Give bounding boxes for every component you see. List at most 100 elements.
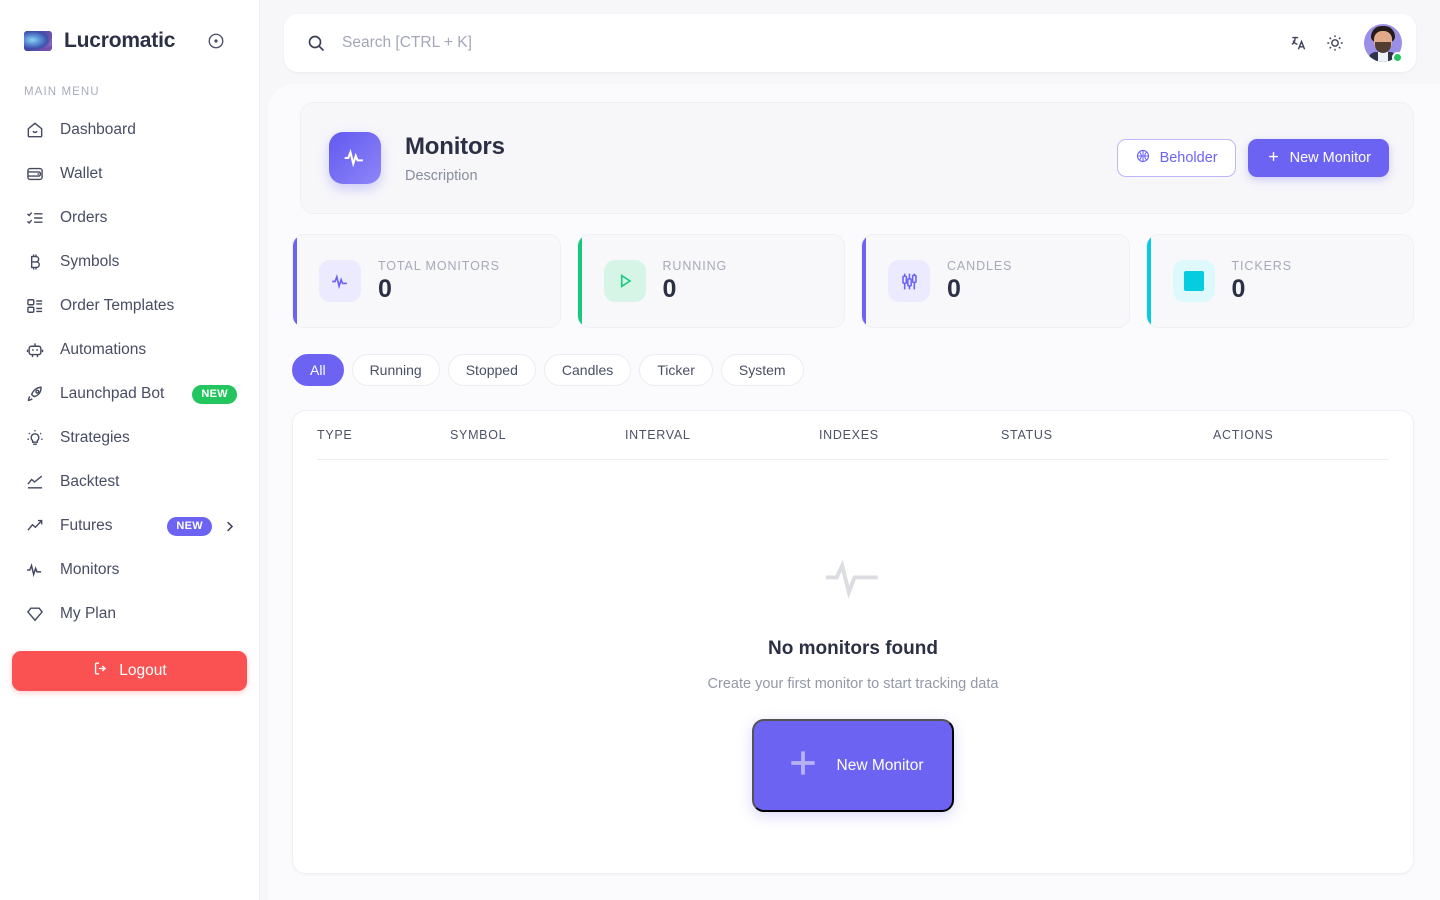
- pulse-icon: [24, 559, 46, 581]
- stat-card-candles: CANDLES 0: [861, 234, 1130, 328]
- stat-body: TICKERS 0: [1232, 259, 1292, 304]
- page-content: Monitors Description Beholder: [284, 102, 1416, 874]
- sidebar-item-label: Futures: [60, 517, 113, 534]
- sidebar-item-orders[interactable]: Orders: [14, 196, 245, 240]
- sidebar-item-label: My Plan: [60, 605, 116, 622]
- sidebar-item-automations[interactable]: Automations: [14, 328, 245, 372]
- lightbulb-icon: [24, 427, 46, 449]
- search-input[interactable]: [342, 34, 1278, 52]
- pulse-icon: [319, 260, 361, 302]
- layout-list-icon: [24, 295, 46, 317]
- page-actions: Beholder New Monitor: [1116, 139, 1389, 177]
- stat-card-running: RUNNING 0: [576, 234, 845, 328]
- stat-value: 0: [1231, 274, 1246, 303]
- stat-value: 0: [378, 274, 392, 303]
- chevron-right-icon[interactable]: [222, 519, 237, 534]
- column-header-type: TYPE: [317, 428, 353, 442]
- sidebar-item-monitors[interactable]: Monitors: [14, 548, 245, 592]
- sidebar-item-launchpad-bot[interactable]: Launchpad Bot NEW: [14, 372, 245, 416]
- badge-new: NEW: [167, 516, 212, 536]
- filter-chips: All Running Stopped Candles Ticker Syste…: [292, 354, 1416, 386]
- filter-chip-ticker[interactable]: Ticker: [639, 354, 713, 386]
- logout-button[interactable]: Logout: [12, 651, 247, 691]
- sidebar-item-symbols[interactable]: Symbols: [14, 240, 245, 284]
- sidebar: Lucromatic MAIN MENU Dashboard: [0, 0, 260, 900]
- sidebar-item-label: Backtest: [60, 473, 120, 490]
- checklist-icon: [24, 207, 46, 229]
- column-header-status: STATUS: [1001, 428, 1053, 442]
- sun-icon[interactable]: [1320, 28, 1350, 58]
- stat-label: RUNNING: [662, 258, 728, 273]
- candlestick-icon: [888, 260, 930, 302]
- filter-chip-all[interactable]: All: [292, 354, 344, 386]
- stat-body: TOTAL MONITORS 0: [378, 259, 500, 304]
- empty-new-monitor-label: New Monitor: [836, 756, 924, 774]
- filter-chip-candles[interactable]: Candles: [543, 354, 632, 386]
- empty-subtitle: Create your first monitor to start track…: [707, 676, 999, 692]
- filter-chip-system[interactable]: System: [720, 354, 804, 386]
- sidebar-item-dashboard[interactable]: Dashboard: [14, 108, 245, 152]
- page-header-text: Monitors Description: [405, 133, 505, 184]
- sidebar-item-strategies[interactable]: Strategies: [14, 416, 245, 460]
- sidebar-item-label: Launchpad Bot: [60, 385, 165, 402]
- beholder-button[interactable]: Beholder: [1116, 139, 1236, 177]
- target-circle-icon[interactable]: [207, 32, 225, 50]
- sidebar-item-label: Strategies: [60, 429, 130, 446]
- stat-value: 0: [947, 274, 961, 303]
- sidebar-item-my-plan[interactable]: My Plan: [14, 592, 245, 636]
- column-header-indexes: INDEXES: [819, 428, 879, 442]
- sidebar-item-backtest[interactable]: Backtest: [14, 460, 245, 504]
- logout-label: Logout: [119, 662, 167, 679]
- translate-icon[interactable]: [1284, 28, 1314, 58]
- sidebar-item-order-templates[interactable]: Order Templates: [14, 284, 245, 328]
- stat-label: TOTAL MONITORS: [378, 258, 500, 273]
- robot-icon: [24, 339, 46, 361]
- empty-new-monitor-button[interactable]: New Monitor: [752, 719, 954, 812]
- play-icon: [603, 260, 646, 302]
- brand: Lucromatic: [0, 0, 259, 64]
- monitors-table-card: TYPE SYMBOL INTERVAL INDEXES STATUS ACTI…: [292, 410, 1414, 874]
- page-title: Monitors: [405, 132, 505, 160]
- sidebar-item-label: Symbols: [60, 253, 120, 270]
- wallet-icon: [24, 163, 46, 185]
- table-header-row: TYPE SYMBOL INTERVAL INDEXES STATUS ACTI…: [317, 411, 1389, 460]
- fish-logo-icon: [24, 31, 52, 51]
- avatar[interactable]: [1364, 24, 1403, 63]
- home-icon: [24, 119, 46, 141]
- search-icon[interactable]: [306, 33, 326, 53]
- stat-card-total-monitors: TOTAL MONITORS 0: [292, 234, 561, 328]
- column-header-interval: INTERVAL: [625, 428, 691, 442]
- diamond-icon: [24, 603, 46, 625]
- sidebar-item-label: Dashboard: [60, 121, 136, 138]
- plus-icon: [1266, 149, 1281, 168]
- badge-new: NEW: [192, 384, 237, 404]
- column-header-symbol: SYMBOL: [450, 428, 507, 442]
- trending-up-icon: [24, 515, 46, 537]
- stats-row: TOTAL MONITORS 0 RUNNING 0: [292, 234, 1414, 328]
- new-monitor-button[interactable]: New Monitor: [1247, 139, 1389, 177]
- sidebar-nav: Dashboard Wallet Orders: [0, 108, 259, 636]
- stat-label: CANDLES: [947, 258, 1013, 273]
- column-header-actions: ACTIONS: [1213, 428, 1274, 442]
- stat-value: 0: [662, 274, 677, 303]
- sidebar-item-futures[interactable]: Futures NEW: [14, 504, 245, 548]
- new-monitor-label: New Monitor: [1289, 150, 1371, 166]
- sidebar-item-label: Automations: [60, 341, 147, 358]
- stat-body: RUNNING 0: [663, 259, 728, 304]
- chart-line-icon: [24, 471, 46, 493]
- filter-chip-running[interactable]: Running: [351, 354, 440, 386]
- topbar: [284, 14, 1416, 72]
- rocket-icon: [24, 383, 46, 405]
- bitcoin-icon: [24, 251, 46, 273]
- plus-icon: [783, 743, 823, 788]
- page-header-card: Monitors Description Beholder: [300, 102, 1414, 214]
- square-icon: [1172, 260, 1215, 302]
- filter-chip-stopped[interactable]: Stopped: [447, 354, 536, 386]
- empty-state: No monitors found Create your first moni…: [317, 460, 1389, 812]
- sidebar-item-wallet[interactable]: Wallet: [14, 152, 245, 196]
- sidebar-item-label: Monitors: [60, 561, 120, 578]
- sidebar-item-label: Order Templates: [60, 297, 175, 314]
- sidebar-item-label: Orders: [60, 209, 108, 226]
- brand-title: Lucromatic: [64, 29, 176, 52]
- stat-body: CANDLES 0: [947, 259, 1012, 304]
